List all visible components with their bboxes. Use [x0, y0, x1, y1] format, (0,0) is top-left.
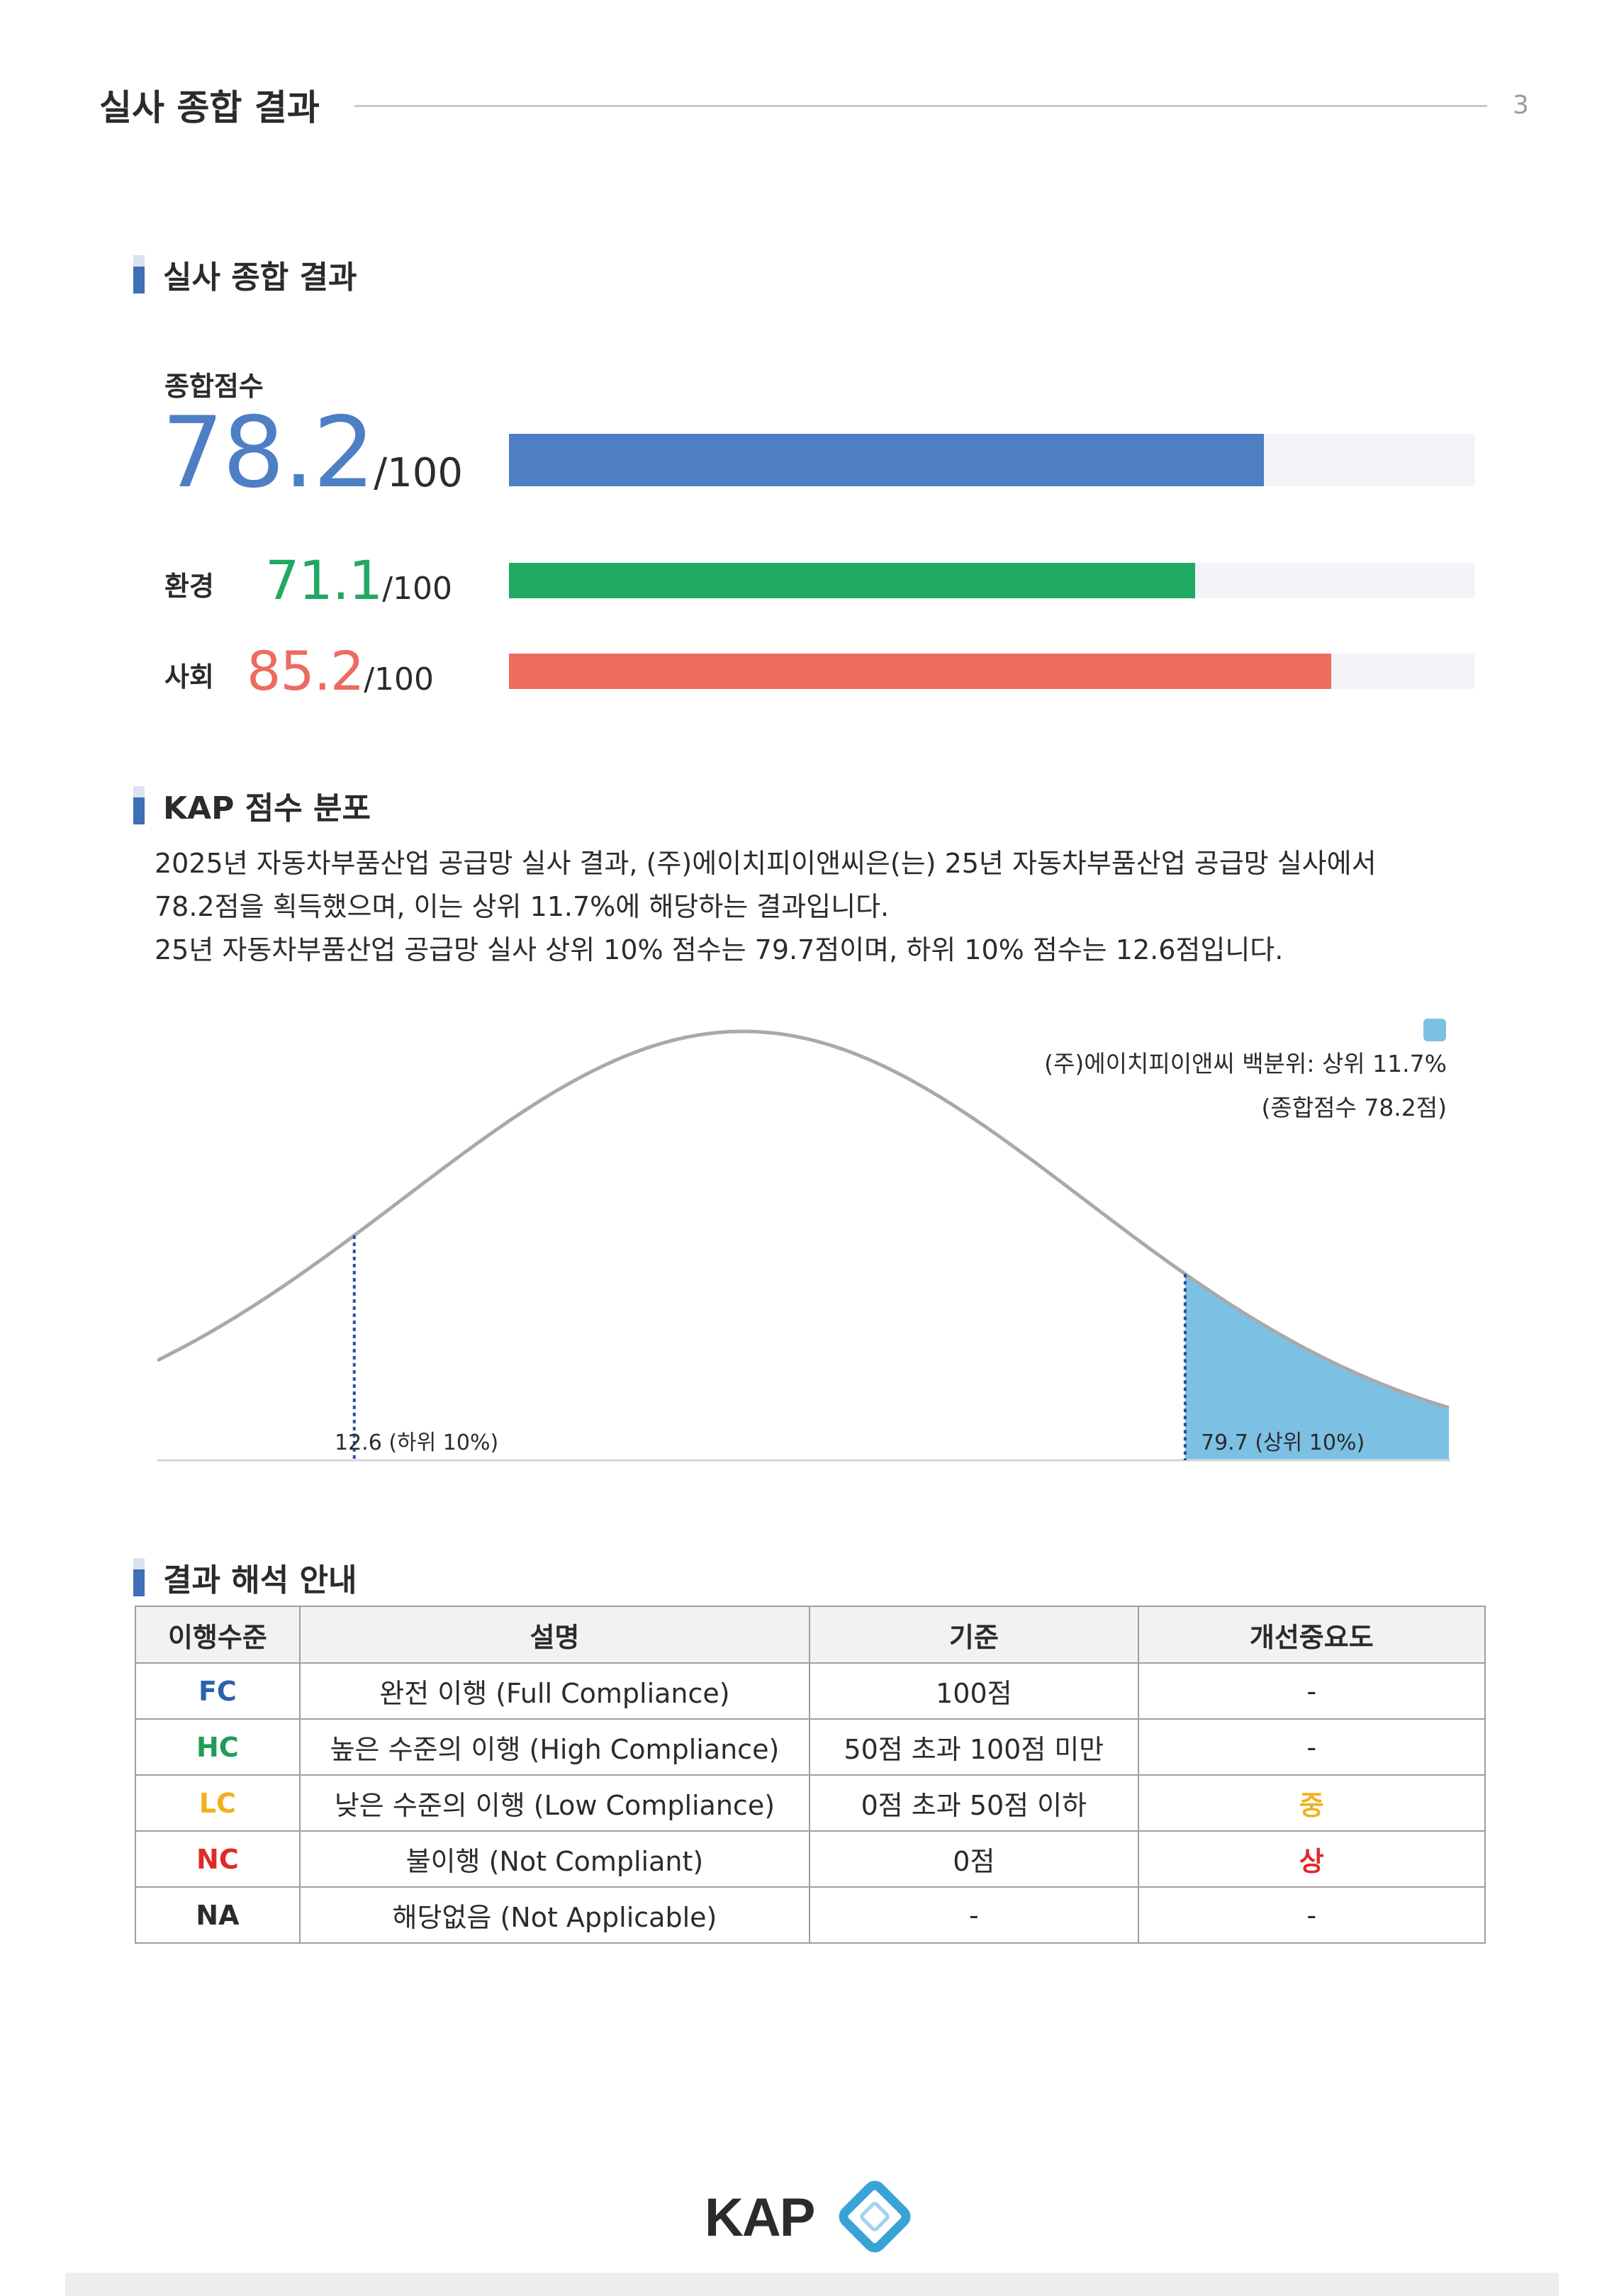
section-marker — [133, 786, 145, 824]
environment-score-bar — [509, 563, 1474, 598]
level-cell: LC — [135, 1774, 301, 1832]
compliance-level-table: 이행수준 설명 기준 개선중요도 FC 완전 이행 (Full Complian… — [135, 1606, 1486, 1944]
total-score-bar — [509, 434, 1474, 486]
priority-cell: 상 — [1137, 1830, 1486, 1888]
table-row: FC 완전 이행 (Full Compliance) 100점 - — [135, 1662, 1486, 1720]
score-distribution-chart — [157, 1029, 1450, 1462]
description-cell: 완전 이행 (Full Compliance) — [298, 1662, 811, 1720]
kap-logo: KAP — [705, 2180, 911, 2253]
social-score-denominator: /100 — [364, 661, 435, 698]
description-cell: 낮은 수준의 이행 (Low Compliance) — [298, 1774, 811, 1832]
social-score: 85.2 /100 — [247, 639, 434, 702]
criteria-cell: - — [809, 1886, 1139, 1944]
total-score-denominator: /100 — [374, 450, 464, 496]
level-cell: HC — [135, 1718, 301, 1776]
criteria-cell: 0점 — [809, 1830, 1139, 1888]
priority-cell: 중 — [1137, 1774, 1486, 1832]
section-title: 결과 해석 안내 — [163, 1562, 357, 1598]
table-row: NA 해당없음 (Not Applicable) - - — [135, 1886, 1486, 1944]
upper-tail-area — [1185, 1274, 1449, 1460]
page-number: 3 — [1513, 91, 1529, 120]
social-score-bar — [509, 654, 1474, 689]
priority-cell: - — [1137, 1718, 1486, 1776]
column-header: 기준 — [809, 1606, 1139, 1664]
paragraph-line: 78.2점을 획득했으며, 이는 상위 11.7%에 해당하는 결과입니다. — [155, 891, 890, 922]
level-cell: NC — [135, 1830, 301, 1888]
legend-swatch — [1423, 1019, 1446, 1041]
social-score-value: 85.2 — [247, 639, 364, 702]
level-cell: FC — [135, 1662, 301, 1720]
paragraph-line: 25년 자동차부품산업 공급망 실사 상위 10% 점수는 79.7점이며, 하… — [155, 934, 1284, 965]
total-score: 78.2 /100 — [162, 396, 463, 510]
description-cell: 불이행 (Not Compliant) — [298, 1830, 811, 1888]
column-header: 설명 — [298, 1606, 811, 1664]
section-title: KAP 점수 분포 — [163, 790, 371, 827]
criteria-cell: 0점 초과 50점 이하 — [809, 1774, 1139, 1832]
section-title: 실사 종합 결과 — [163, 259, 357, 296]
footer-band — [65, 2273, 1559, 2296]
criteria-cell: 100점 — [809, 1662, 1139, 1720]
column-header: 개선중요도 — [1137, 1606, 1486, 1664]
social-score-bar-fill — [509, 654, 1332, 689]
page-title: 실사 종합 결과 — [99, 87, 320, 128]
environment-label: 환경 — [164, 571, 214, 602]
level-cell: NA — [135, 1886, 301, 1944]
legend-percentile-label: (주)에이치피이앤씨 백분위: 상위 11.7% — [1044, 1050, 1447, 1077]
section-marker — [133, 1558, 145, 1596]
total-score-bar-fill — [509, 434, 1265, 486]
total-score-value: 78.2 — [162, 396, 375, 510]
table-row: NC 불이행 (Not Compliant) 0점 상 — [135, 1830, 1486, 1888]
environment-score-denominator: /100 — [382, 571, 453, 607]
table-header-row: 이행수준 설명 기준 개선중요도 — [135, 1606, 1486, 1664]
paragraph-line: 2025년 자동차부품산업 공급망 실사 결과, (주)에이치피이앤씨은(는) … — [155, 848, 1377, 879]
section-heading-distribution: KAP 점수 분포 — [133, 783, 371, 828]
table-row: HC 높은 수준의 이행 (High Compliance) 50점 초과 10… — [135, 1718, 1486, 1776]
environment-score-value: 71.1 — [265, 549, 383, 612]
upper-marker-label: 79.7 (상위 10%) — [1201, 1430, 1365, 1455]
header-divider — [354, 105, 1487, 107]
distribution-curve — [157, 1029, 1450, 1410]
social-label: 사회 — [164, 661, 214, 693]
description-cell: 높은 수준의 이행 (High Compliance) — [298, 1718, 811, 1776]
section-marker — [133, 255, 145, 293]
priority-cell: - — [1137, 1886, 1486, 1944]
distribution-description: 2025년 자동차부품산업 공급망 실사 결과, (주)에이치피이앤씨은(는) … — [155, 842, 1487, 972]
section-heading-guide: 결과 해석 안내 — [133, 1555, 357, 1600]
section-heading-summary: 실사 종합 결과 — [133, 252, 357, 297]
legend-score-label: (종합점수 78.2점) — [1261, 1094, 1447, 1121]
total-score-label: 종합점수 — [164, 371, 264, 402]
environment-score: 71.1 /100 — [265, 549, 452, 612]
priority-cell: - — [1137, 1662, 1486, 1720]
environment-score-bar-fill — [509, 563, 1196, 598]
description-cell: 해당없음 (Not Applicable) — [298, 1886, 811, 1944]
kap-logo-mark — [839, 2180, 911, 2253]
lower-marker-label: 12.6 (하위 10%) — [335, 1430, 499, 1455]
column-header: 이행수준 — [135, 1606, 301, 1664]
table-row: LC 낮은 수준의 이행 (Low Compliance) 0점 초과 50점 … — [135, 1774, 1486, 1832]
kap-logo-wordmark: KAP — [705, 2188, 814, 2248]
criteria-cell: 50점 초과 100점 미만 — [809, 1718, 1139, 1776]
